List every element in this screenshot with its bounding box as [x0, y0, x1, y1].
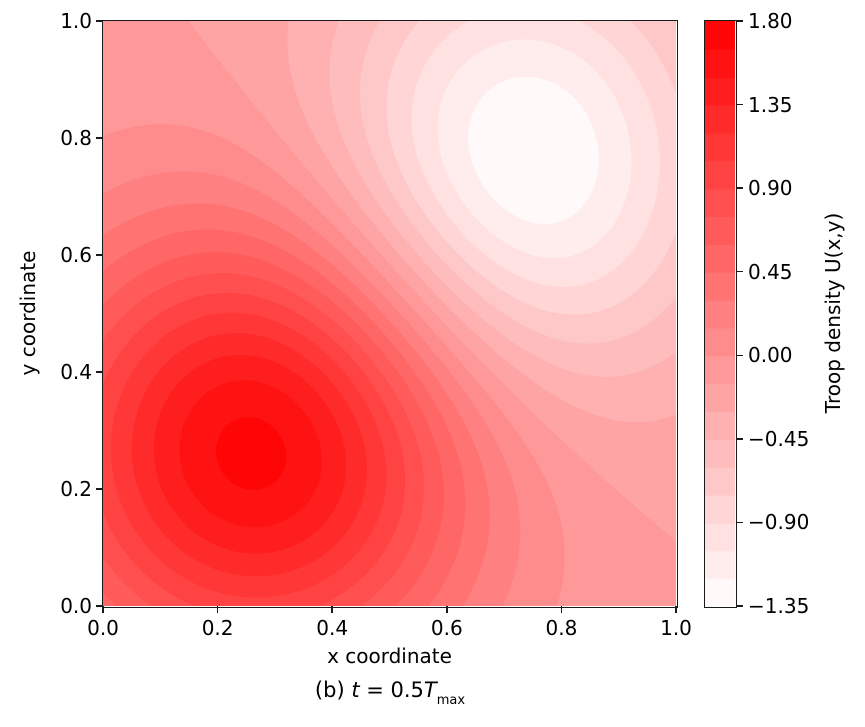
colorbar-tick-mark	[736, 20, 743, 22]
y-tick-label: 0.8	[60, 126, 92, 150]
y-tick-label: 0.0	[60, 594, 92, 618]
x-tick-mark	[446, 606, 448, 613]
colorbar-tick-label: −0.90	[748, 510, 810, 535]
x-tick-mark	[675, 606, 677, 613]
x-tick-mark	[331, 606, 333, 613]
x-tick-label: 0.2	[201, 616, 234, 640]
colorbar-tick-mark	[736, 187, 743, 189]
y-tick-mark	[96, 605, 103, 607]
colorbar-tick-label: 0.00	[748, 343, 793, 368]
y-tick-mark	[96, 137, 103, 139]
x-tick-label: 0.8	[545, 616, 578, 640]
y-tick-mark	[96, 371, 103, 373]
colorbar-tick-mark	[736, 354, 743, 357]
colorbar-label: Troop density U(x,y)	[821, 212, 845, 414]
colorbar-tick-mark	[736, 605, 743, 607]
colorbar-tick-mark	[736, 270, 743, 273]
colorbar-tick-mark	[736, 521, 743, 524]
x-tick-label: 0.6	[430, 616, 463, 640]
colorbar-tick-label: 0.90	[748, 176, 793, 201]
x-tick-mark	[102, 606, 104, 613]
x-tick-label: 0.4	[316, 616, 349, 640]
y-tick-label: 0.6	[60, 243, 92, 267]
y-axis-label: y coordinate	[16, 250, 40, 376]
y-tick-label: 1.0	[60, 9, 92, 33]
y-tick-mark	[96, 488, 103, 490]
x-axis-label: x coordinate	[327, 644, 452, 668]
contour-heatmap	[103, 21, 676, 606]
colorbar-tick-label: −1.35	[748, 594, 810, 618]
caption: (b) t = 0.5Tmax	[314, 678, 465, 708]
y-tick-label: 0.4	[60, 360, 92, 384]
x-tick-mark	[216, 606, 219, 613]
colorbar-tick-mark	[736, 438, 743, 440]
x-tick-label: 0.0	[87, 616, 119, 640]
y-tick-mark	[96, 20, 103, 22]
caption-prefix: (b)	[314, 678, 352, 702]
colorbar-tick-mark	[736, 103, 743, 106]
caption-tmax-symbol: T	[423, 678, 437, 702]
colorbar	[705, 21, 735, 606]
caption-subscript: max	[436, 693, 466, 708]
colorbar-tick-label: 1.80	[748, 9, 793, 33]
x-tick-label: 1.0	[660, 616, 692, 640]
y-tick-label: 0.2	[60, 477, 92, 501]
caption-equals: = 0.5	[359, 678, 424, 702]
y-tick-mark	[96, 254, 103, 256]
caption-time-variable: t	[351, 678, 360, 702]
colorbar-tick-label: 0.45	[748, 259, 793, 284]
colorbar-tick-label: 1.35	[748, 92, 793, 117]
colorbar-tick-label: −0.45	[748, 426, 810, 451]
x-tick-mark	[560, 606, 563, 613]
